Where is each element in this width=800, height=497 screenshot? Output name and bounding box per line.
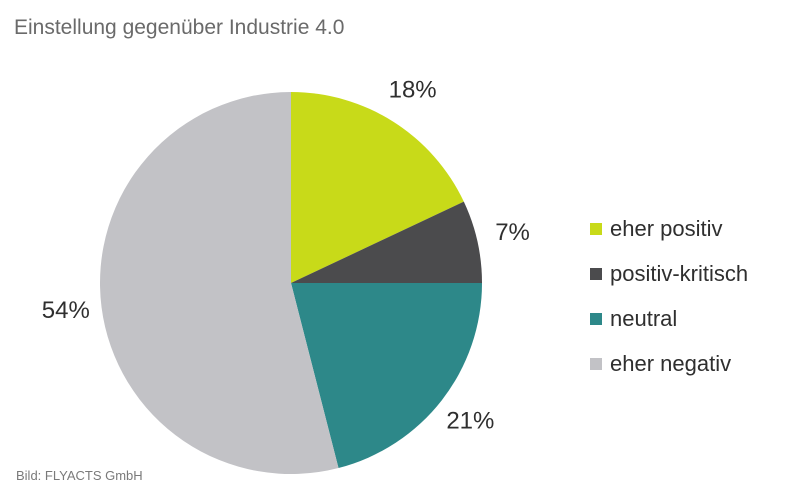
legend-label: eher positiv [610, 215, 723, 241]
pie-slice-eher-positiv [291, 92, 464, 283]
legend-swatch [590, 222, 602, 235]
legend-label: eher negativ [610, 350, 732, 376]
legend-label: positiv-kritisch [610, 260, 749, 286]
legend-swatch [590, 267, 602, 280]
chart-title: Einstellung gegenüber Industrie 4.0 [14, 16, 345, 39]
legend-swatch [590, 312, 602, 325]
pie-slice-eher-negativ [99, 92, 339, 475]
legend-swatch [590, 357, 602, 370]
chart-legend: eher positiv positiv-kritisch neutral eh… [590, 206, 748, 386]
pie-slice-neutral [291, 283, 482, 468]
slice-value-label: 21% [446, 407, 494, 434]
legend-item-eher-positiv: eher positiv [590, 206, 748, 251]
slice-value-label: 54% [42, 297, 90, 324]
pie-value-labels: 18% 7% 21% 54% [42, 77, 530, 435]
image-credit: Bild: FLYACTS GmbH [16, 468, 143, 483]
pie-slice-positiv-kritisch [291, 201, 482, 283]
slice-value-label: 7% [495, 219, 530, 246]
pie-slices [99, 92, 482, 475]
legend-label: neutral [610, 305, 678, 331]
legend-item-positiv-kritisch: positiv-kritisch [590, 251, 748, 296]
legend-item-eher-negativ: eher negativ [590, 341, 748, 386]
legend-item-neutral: neutral [590, 296, 748, 341]
slice-value-label: 18% [389, 77, 437, 104]
